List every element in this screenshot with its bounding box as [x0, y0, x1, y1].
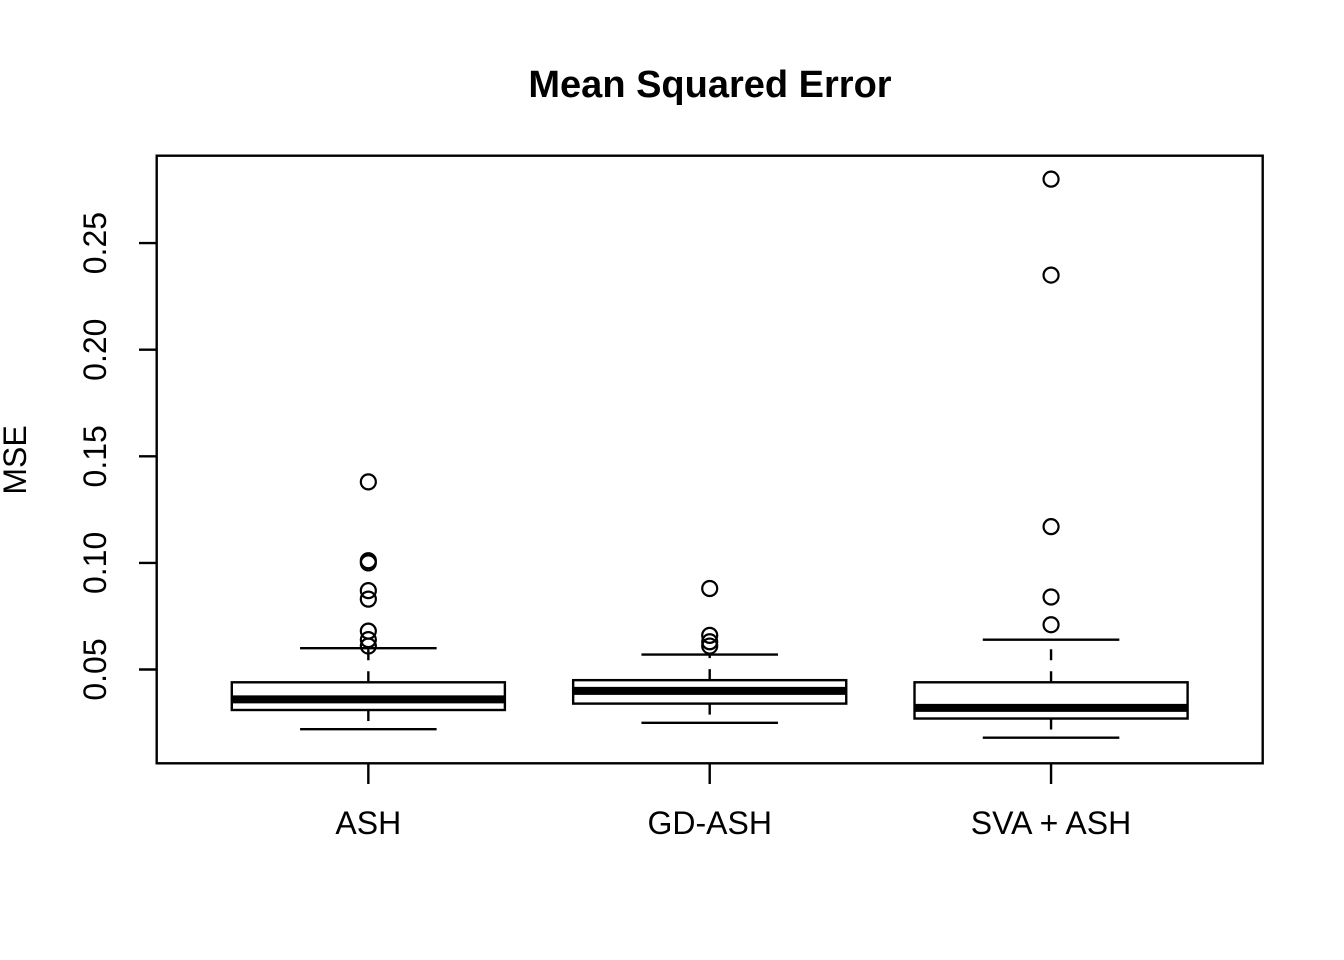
outlier-point	[1042, 518, 1060, 536]
y-tick-label: 0.05	[77, 638, 113, 700]
y-tick-label: 0.10	[77, 532, 113, 594]
outlier-point	[1042, 170, 1060, 188]
outlier-point	[701, 626, 719, 644]
outlier-point	[701, 637, 719, 655]
outlier-point	[359, 473, 377, 491]
outlier-point	[359, 582, 377, 600]
y-tick-label: 0.15	[77, 425, 113, 487]
y-axis-label: MSE	[0, 425, 33, 494]
plot-area: 0.05 0.10 0.15 0.20 0.25	[77, 170, 1189, 784]
outlier-point	[359, 631, 377, 649]
outlier-point	[359, 622, 377, 640]
outlier-point	[701, 633, 719, 651]
x-tick-label-sva-ash: SVA + ASH	[971, 805, 1131, 841]
outlier-point	[1042, 266, 1060, 284]
chart-title: Mean Squared Error	[528, 64, 891, 106]
x-tick-label-gd-ash: GD-ASH	[647, 805, 771, 841]
outlier-point	[701, 579, 719, 598]
y-tick-label: 0.20	[77, 319, 113, 381]
outlier-point	[359, 590, 377, 608]
x-tick-label-ash: ASH	[335, 805, 401, 841]
outlier-point	[359, 552, 377, 570]
outlier-point	[1042, 616, 1060, 634]
y-tick-label: 0.25	[77, 212, 113, 274]
outlier-point	[1042, 588, 1060, 606]
iqr-box	[913, 681, 1189, 720]
